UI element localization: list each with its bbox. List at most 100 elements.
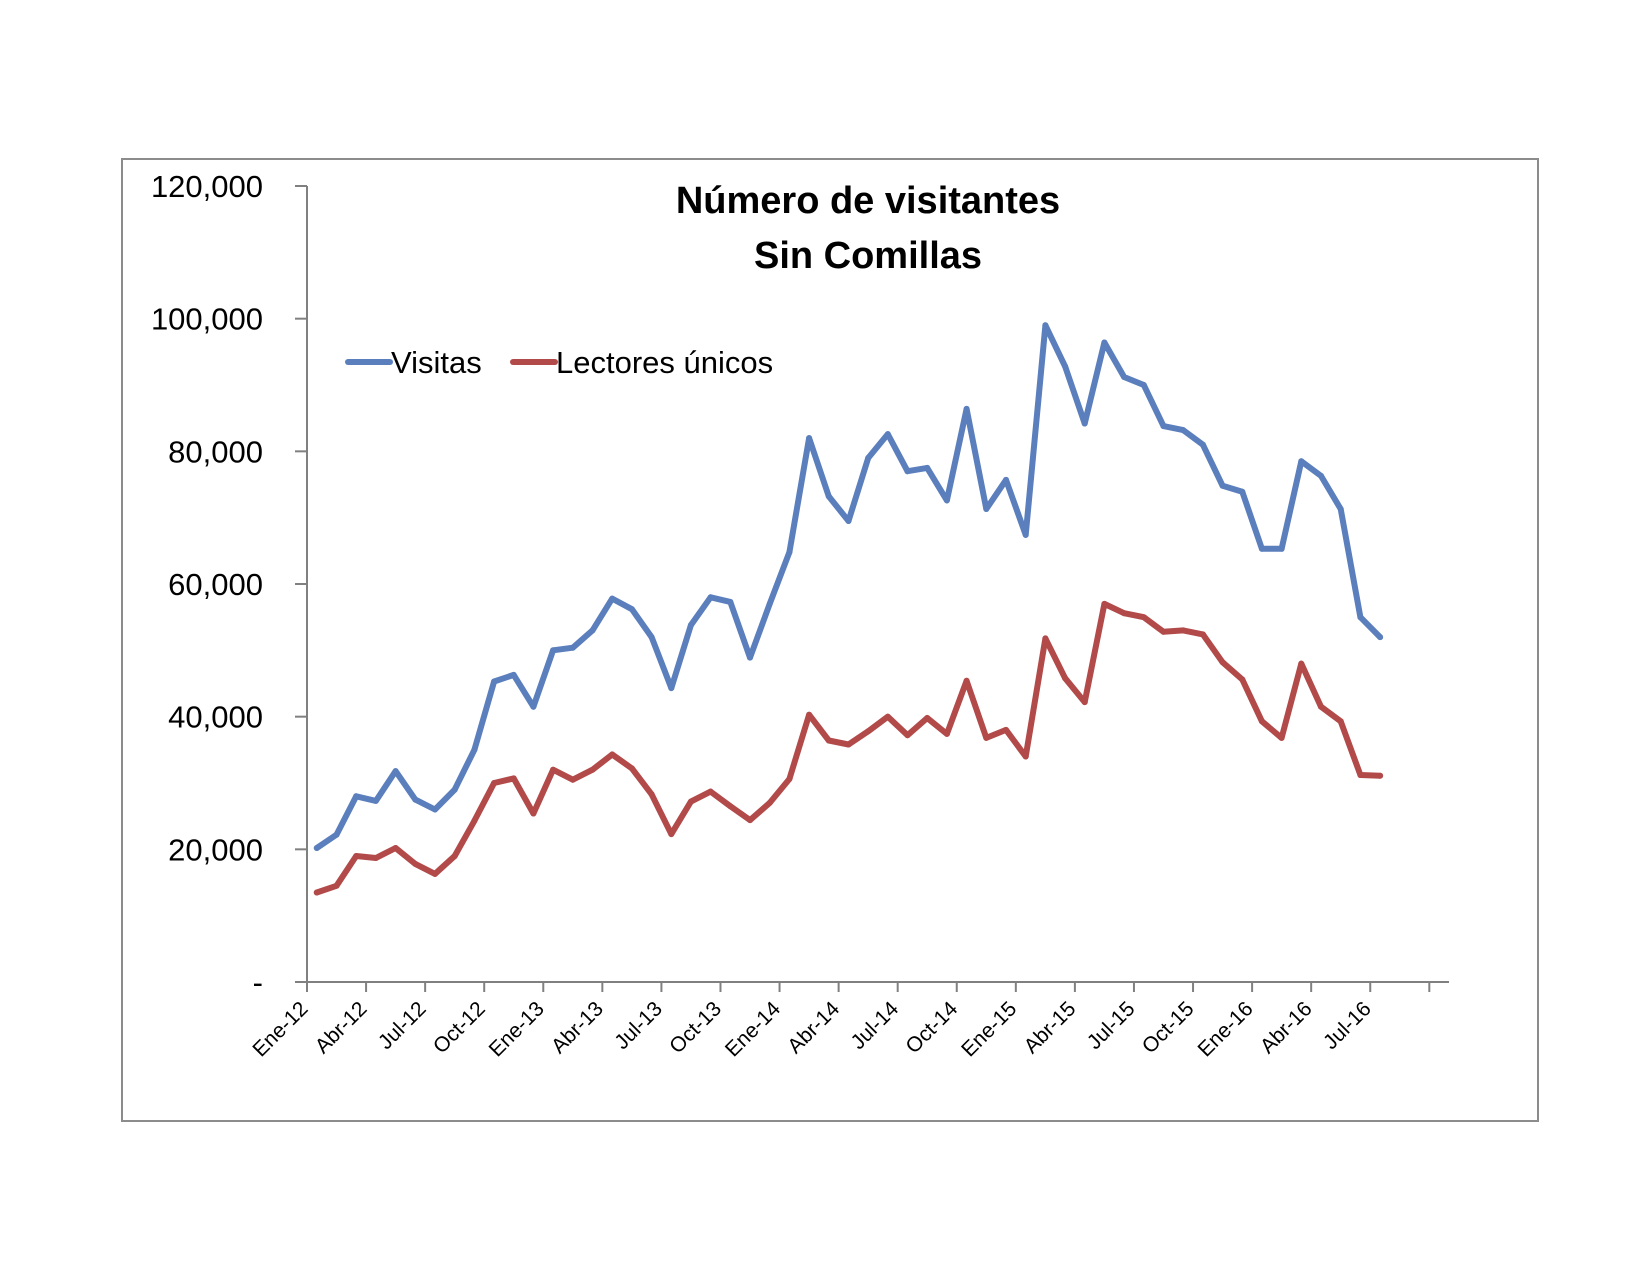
data-point [491,780,498,786]
data-point [845,741,852,748]
data-point [727,598,734,605]
data-point [628,606,635,613]
data-point [353,853,360,859]
chart-frame: - 20,000 40,000 60,000 80,000 100,000 120,000 E… [121,158,1539,1122]
x-tick-label: Abr-14 [783,997,844,1058]
data-point [1022,531,1029,538]
data-point [687,622,694,629]
y-tick-label: 20,000 [168,832,263,867]
x-tick-label: Abr-13 [547,997,608,1058]
data-point [1140,614,1147,621]
x-tick-label: Oct-13 [665,997,726,1058]
data-point [569,644,576,651]
y-tick-label: - [253,965,263,1000]
data-point [1318,472,1324,479]
data-point [609,595,616,602]
data-point [727,803,734,810]
data-point [333,882,340,889]
data-point [550,766,557,773]
data-point [412,860,419,867]
data-point [609,751,616,758]
data-point [1042,322,1049,329]
data-point [786,776,793,782]
data-point [1180,427,1187,434]
x-tick-label: Ene-14 [721,997,785,1061]
data-point [1081,699,1088,706]
x-tick-label: Jul-12 [374,997,431,1054]
data-point [392,845,399,851]
data-point [1337,718,1344,725]
line-chart: - 20,000 40,000 60,000 80,000 100,000 120,000 E… [151,169,1449,1061]
data-point [1081,420,1088,427]
data-point [845,518,852,524]
data-point [924,464,931,471]
data-point [983,506,990,512]
data-point [904,468,911,475]
data-point [1199,631,1206,638]
data-point [884,431,891,438]
x-tick-label: Jul-13 [610,997,667,1054]
x-tick-label: Jul-16 [1319,997,1376,1054]
axes: - 20,000 40,000 60,000 80,000 100,000 120,000 E… [151,169,1449,1061]
data-point [687,798,694,805]
data-point [884,713,891,720]
data-point [530,703,537,710]
data-point [432,870,438,877]
data-point [589,627,596,634]
data-point [313,889,320,896]
data-point [432,806,438,813]
data-point [1357,772,1364,778]
data-point [510,775,517,782]
data-point [786,549,793,556]
series-lines [313,322,1384,896]
data-point [372,855,379,861]
data-point [1062,363,1069,370]
data-point [471,746,478,753]
y-tick-label: 100,000 [151,302,263,337]
data-point [707,594,714,601]
x-tick-label: Ene-12 [248,997,312,1061]
data-point [628,765,635,772]
data-point [865,728,872,735]
data-point [648,634,655,641]
data-point [353,793,360,800]
y-tick-label: 80,000 [168,434,263,469]
data-point [451,786,458,793]
data-point [1278,545,1285,552]
data-point [372,797,379,804]
x-tick-label: Ene-13 [485,997,549,1061]
x-tick-label: Ene-15 [957,997,1021,1061]
legend: Visitas Lectores únicos [345,345,773,380]
data-point [1219,482,1226,489]
data-point [983,734,990,741]
data-point [1121,374,1128,380]
x-tick-label: Abr-16 [1256,997,1317,1058]
data-point [1180,627,1187,634]
data-point [1298,660,1305,667]
data-point [1318,703,1324,710]
data-point [1003,726,1009,733]
data-point [333,831,340,838]
data-point [943,730,950,737]
data-point [1042,635,1049,642]
data-point [825,493,832,500]
data-point [668,685,675,692]
data-point [491,678,498,685]
data-point [1101,339,1108,346]
data-point [1377,772,1384,779]
data-point [747,654,753,661]
x-tick-label: Abr-15 [1020,997,1081,1058]
data-point [904,732,911,739]
data-point [825,737,832,744]
y-tick-label: 40,000 [168,700,263,735]
data-point [943,497,950,504]
data-point [1337,506,1344,512]
data-point [924,715,931,721]
data-point [707,788,714,795]
data-point [412,796,419,803]
chart-title: Número de visitantes Sin Comillas [676,180,1060,277]
data-point [1258,718,1265,725]
x-tick-label: Jul-15 [1083,997,1140,1054]
data-point [1160,423,1167,430]
data-point [1160,628,1167,635]
